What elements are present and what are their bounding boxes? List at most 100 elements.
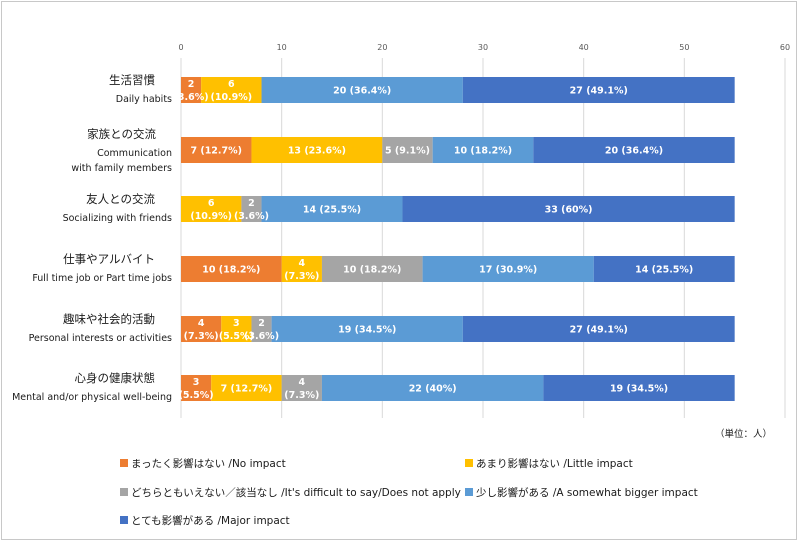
bar-segment	[181, 77, 202, 103]
bar-segment	[181, 256, 282, 282]
bar-segment	[181, 375, 212, 401]
bar-segment	[211, 375, 282, 401]
x-tick-label: 30	[478, 43, 488, 52]
x-tick-label: 40	[579, 43, 589, 52]
category-label-en: with family members	[71, 163, 172, 174]
bar-segment	[251, 316, 272, 342]
legend-swatch	[465, 488, 473, 496]
category-label-jp: 生活習慣	[109, 73, 155, 87]
bar-data-label: 20 (36.4%)	[333, 86, 391, 97]
bar-segment	[281, 375, 322, 401]
bar-data-labels: 2 (3.6%) 6 (10.9%) 20 (36.4%) 27 (49.1%) 7 (12…	[174, 79, 694, 401]
bar-data-label: 14 (25.5%)	[303, 205, 361, 216]
legend-swatch	[120, 488, 128, 496]
legend-swatch	[120, 459, 128, 467]
category-label-jp: 仕事やアルバイト	[63, 252, 155, 266]
category-label-jp: 家族との交流	[87, 127, 156, 141]
bar-segment	[422, 256, 594, 282]
bar-data-label: 7 (12.7%)	[221, 384, 273, 395]
bar-data-label: 27 (49.1%)	[570, 325, 628, 336]
category-labels: 生活習慣 Daily habits 家族との交流 Communication with …	[12, 73, 172, 403]
bar-segment	[271, 316, 463, 342]
unit-note: （単位：人）	[715, 428, 772, 440]
bar-data-label: (10.9%)	[190, 211, 232, 222]
bar-segment	[462, 77, 735, 103]
category-label-en: Full time job or Part time jobs	[32, 273, 172, 284]
category-label-jp: 趣味や社会的活動	[63, 312, 155, 326]
x-tick-label: 10	[277, 43, 287, 52]
bar-data-label: 14 (25.5%)	[635, 265, 693, 276]
legend-label: 少し影響がある /A somewhat bigger impact	[476, 486, 698, 499]
x-tick-label: 50	[679, 43, 689, 52]
category-label-en: Daily habits	[116, 94, 172, 105]
bar-data-label: (7.3%)	[284, 271, 319, 282]
bar-data-label: 2	[188, 79, 195, 90]
bar-data-label: 10 (18.2%)	[454, 146, 512, 157]
bar-data-label: 4	[298, 377, 305, 388]
bar-data-label: 3	[193, 377, 200, 388]
bar-segment	[533, 137, 735, 163]
bar-data-label: 5 (9.1%)	[385, 146, 430, 157]
bar-data-label: (3.6%)	[244, 331, 279, 342]
category-label-jp: 心身の健康状態	[75, 371, 156, 385]
bar-segment	[321, 375, 544, 401]
bars	[181, 77, 735, 401]
x-axis-tick-labels: 0 10 20 30 40 50 60	[178, 43, 790, 52]
bar-data-label: 10 (18.2%)	[202, 265, 260, 276]
bar-data-label: 27 (49.1%)	[570, 86, 628, 97]
bar-data-label: (7.3%)	[284, 390, 319, 401]
bar-segment	[251, 137, 383, 163]
bar-segment	[593, 256, 735, 282]
x-tick-label: 0	[178, 43, 183, 52]
bar-segment	[462, 316, 735, 342]
bar-segment	[543, 375, 735, 401]
legend-label: とても影響がある /Major impact	[131, 514, 290, 527]
bar-data-label: 19 (34.5%)	[338, 325, 396, 336]
category-label-en: Socializing with friends	[63, 213, 172, 224]
bar-segment	[201, 77, 262, 103]
legend-label: まったく影響はない /No impact	[131, 457, 286, 470]
bar-data-label: (3.6%)	[174, 92, 209, 103]
bar-segment	[181, 196, 242, 222]
legend-swatch	[465, 459, 473, 467]
x-tick-label: 20	[377, 43, 387, 52]
bar-data-label: 4	[298, 258, 305, 269]
bar-data-label: 10 (18.2%)	[343, 265, 401, 276]
bar-data-label: (10.9%)	[211, 92, 253, 103]
bar-data-label: 2	[248, 198, 255, 209]
bar-data-label: 22 (40%)	[409, 384, 457, 395]
bar-data-label: 4	[198, 318, 205, 329]
bar-segment	[281, 256, 322, 282]
bar-data-label: (3.6%)	[234, 211, 269, 222]
bar-data-label: 17 (30.9%)	[479, 265, 537, 276]
bar-data-label: (5.5%)	[179, 390, 214, 401]
bar-segment	[382, 137, 433, 163]
category-label-en: Mental and/or physical well-being	[12, 392, 172, 403]
category-label-en: Personal interests or activities	[29, 333, 172, 344]
legend-swatch	[120, 516, 128, 524]
bar-data-label: 19 (34.5%)	[610, 384, 668, 395]
legend: まったく影響はない /No impact あまり影響はない /Little imp…	[120, 457, 698, 527]
legend-label: あまり影響はない /Little impact	[476, 457, 633, 470]
bar-data-label: 13 (23.6%)	[288, 146, 346, 157]
bar-data-label: 7 (12.7%)	[190, 146, 242, 157]
category-label-en: Communication	[97, 148, 172, 159]
bar-data-label: 2	[258, 318, 265, 329]
bar-data-label: 33 (60%)	[545, 205, 593, 216]
bar-segment	[261, 196, 403, 222]
x-tick-label: 60	[780, 43, 790, 52]
bar-segment	[181, 316, 222, 342]
legend-label: どちらともいえない／該当なし /It's difficult to say/Do…	[131, 486, 461, 499]
bar-segment	[432, 137, 534, 163]
bar-segment	[181, 137, 252, 163]
bar-segment	[261, 77, 463, 103]
bar-data-label: 20 (36.4%)	[605, 146, 663, 157]
bar-segment	[321, 256, 423, 282]
bar-segment	[221, 316, 252, 342]
bar-data-label: 3	[233, 318, 240, 329]
bar-data-label: 6	[208, 198, 215, 209]
category-label-jp: 友人との交流	[86, 192, 155, 206]
gridlines	[180, 58, 786, 418]
